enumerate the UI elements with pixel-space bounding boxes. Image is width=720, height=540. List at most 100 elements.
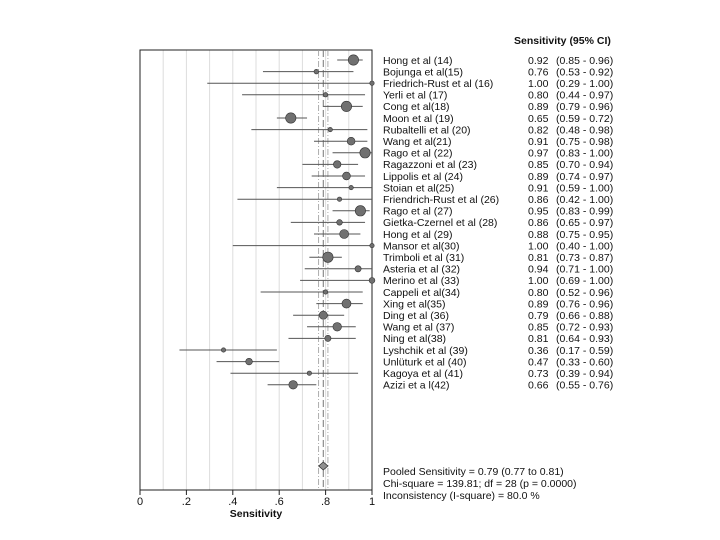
study-label: Lippolis et al (24) xyxy=(383,171,463,183)
study-row: Asteria et al (32) 0.94 (0.71 - 1.00) xyxy=(304,264,613,276)
sensitivity-value: 0.89 xyxy=(528,298,549,310)
sensitivity-value: 1.00 xyxy=(528,78,549,90)
sensitivity-value: 0.94 xyxy=(528,264,549,276)
point-estimate-marker xyxy=(288,380,298,390)
point-estimate-marker xyxy=(323,92,329,98)
sensitivity-value: 0.66 xyxy=(528,380,549,392)
x-axis-label: Sensitivity xyxy=(230,508,283,520)
point-estimate-marker xyxy=(354,205,366,217)
study-row: Gietka-Czernel et al (28) 0.86 (0.65 - 0.9… xyxy=(290,217,613,229)
study-label: Trimboli et al (31) xyxy=(383,252,464,264)
study-row: Yerli et al (17) 0.80 (0.44 - 0.97) xyxy=(242,90,613,102)
point-estimate-marker xyxy=(323,289,329,295)
point-estimate-marker xyxy=(341,298,352,309)
study-label: Ning et al(38) xyxy=(383,333,446,345)
study-row: Ragazzoni et al (23) 0.85 (0.70 - 0.94) xyxy=(302,159,613,171)
confidence-interval: (0.52 - 0.96) xyxy=(556,287,613,299)
point-estimate-marker xyxy=(285,112,297,124)
confidence-interval: (0.69 - 1.00) xyxy=(556,275,613,287)
point-estimate-marker xyxy=(324,334,332,342)
study-label: Friendrich-Rust et al (26) xyxy=(383,194,499,206)
confidence-interval: (0.48 - 0.98) xyxy=(556,124,613,136)
study-row: Rago et al (27) 0.95 (0.83 - 0.99) xyxy=(332,205,613,218)
grid-layer xyxy=(162,50,373,490)
study-label: Hong et al (29) xyxy=(383,229,452,241)
study-row: Unlüturk et al (40) 0.47 (0.33 - 0.60) xyxy=(216,356,613,368)
x-tick-label: .8 xyxy=(321,496,330,508)
confidence-interval: (0.85 - 0.96) xyxy=(556,55,613,67)
confidence-interval: (0.40 - 1.00) xyxy=(556,240,613,252)
confidence-interval: (0.55 - 0.76) xyxy=(556,380,613,392)
confidence-interval: (0.70 - 0.94) xyxy=(556,159,613,171)
study-row: Wang et al (37) 0.85 (0.72 - 0.93) xyxy=(307,322,613,334)
x-tick-label: .2 xyxy=(182,496,191,508)
study-row: Xing et al(35) 0.89 (0.76 - 0.96) xyxy=(316,298,613,310)
summary-line: Pooled Sensitivity = 0.79 (0.77 to 0.81) xyxy=(383,466,564,478)
column-header: Sensitivity (95% CI) xyxy=(514,35,611,47)
confidence-interval: (0.72 - 0.93) xyxy=(556,322,613,334)
study-label: Kagoya et al (41) xyxy=(383,368,463,380)
study-row: Rubaltelli et al (20) 0.82 (0.48 - 0.98) xyxy=(251,124,613,136)
study-row: Bojunga et al(15) 0.76 (0.53 - 0.92) xyxy=(262,66,613,78)
study-label: Lyshchik et al (39) xyxy=(383,345,468,357)
confidence-interval: (0.65 - 0.97) xyxy=(556,217,613,229)
point-estimate-marker xyxy=(306,370,312,376)
study-row: Lyshchik et al (39) 0.36 (0.17 - 0.59) xyxy=(179,345,613,357)
sensitivity-value: 0.80 xyxy=(528,90,549,102)
sensitivity-value: 0.86 xyxy=(528,217,549,229)
point-estimate-marker xyxy=(327,127,333,133)
confidence-interval: (0.75 - 0.95) xyxy=(556,229,613,241)
confidence-interval: (0.74 - 0.97) xyxy=(556,171,613,183)
study-label: Cong et al(18) xyxy=(383,101,450,113)
study-label: Asteria et al (32) xyxy=(383,264,460,276)
confidence-interval: (0.44 - 0.97) xyxy=(556,90,613,102)
study-row: Hong et al (29) 0.88 (0.75 - 0.95) xyxy=(314,229,613,241)
confidence-interval: (0.59 - 1.00) xyxy=(556,182,613,194)
study-row: Cong et al(18) 0.89 (0.79 - 0.96) xyxy=(323,100,613,113)
study-label: Xing et al(35) xyxy=(383,298,445,310)
summary-text: Pooled Sensitivity = 0.79 (0.77 to 0.81)… xyxy=(383,466,577,502)
study-row: Hong et al (14) 0.92 (0.85 - 0.96) xyxy=(337,54,613,67)
point-estimate-marker xyxy=(369,243,375,249)
study-label: Azizi et a l(42) xyxy=(383,380,450,392)
point-estimate-marker xyxy=(337,196,343,202)
study-label: Gietka-Czernel et al (28) xyxy=(383,217,497,229)
sensitivity-value: 0.76 xyxy=(528,66,549,78)
study-label: Stoian et al(25) xyxy=(383,182,454,194)
point-estimate-marker xyxy=(340,100,352,112)
study-label: Yerli et al (17) xyxy=(383,90,447,102)
study-row: Rago et al (22) 0.97 (0.83 - 1.00) xyxy=(332,147,613,160)
sensitivity-value: 0.92 xyxy=(528,55,549,67)
confidence-interval: (0.71 - 1.00) xyxy=(556,264,613,276)
sensitivity-value: 0.36 xyxy=(528,345,549,357)
sensitivity-value: 1.00 xyxy=(528,275,549,287)
study-label: Wang et al(21) xyxy=(383,136,451,148)
point-estimate-marker xyxy=(348,185,354,191)
study-label: Mansor et al(30) xyxy=(383,240,459,252)
study-row: Wang et al(21) 0.91 (0.75 - 0.98) xyxy=(314,136,613,148)
plot-frame xyxy=(139,49,373,491)
study-row: Kagoya et al (41) 0.73 (0.39 - 0.94) xyxy=(230,368,613,380)
study-label: Moon et al (19) xyxy=(383,113,454,125)
point-estimate-marker xyxy=(369,80,375,86)
study-row: Ding et al (36) 0.79 (0.66 - 0.88) xyxy=(293,310,613,322)
point-estimate-marker xyxy=(336,219,343,226)
study-label: Wang et al (37) xyxy=(383,322,454,334)
sensitivity-value: 0.89 xyxy=(528,171,549,183)
point-estimate-marker xyxy=(354,265,362,273)
point-estimate-marker xyxy=(368,277,376,284)
confidence-interval: (0.59 - 0.72) xyxy=(556,113,613,125)
study-row: Trimboli et al (31) 0.81 (0.73 - 0.87) xyxy=(309,251,613,264)
x-axis: 0 .2 .4 .6 .8 1 xyxy=(137,490,375,508)
sensitivity-value: 0.95 xyxy=(528,206,549,218)
sensitivity-value: 0.47 xyxy=(528,356,549,368)
point-estimate-marker xyxy=(333,160,342,169)
point-estimate-marker xyxy=(359,147,371,159)
study-row: Azizi et a l(42) 0.66 (0.55 - 0.76) xyxy=(267,380,613,392)
study-label: Rubaltelli et al (20) xyxy=(383,124,471,136)
confidence-interval: (0.83 - 1.00) xyxy=(556,148,613,160)
sensitivity-value: 0.91 xyxy=(528,182,549,194)
confidence-interval: (0.53 - 0.92) xyxy=(556,66,613,78)
study-row: Lippolis et al (24) 0.89 (0.74 - 0.97) xyxy=(311,171,613,183)
